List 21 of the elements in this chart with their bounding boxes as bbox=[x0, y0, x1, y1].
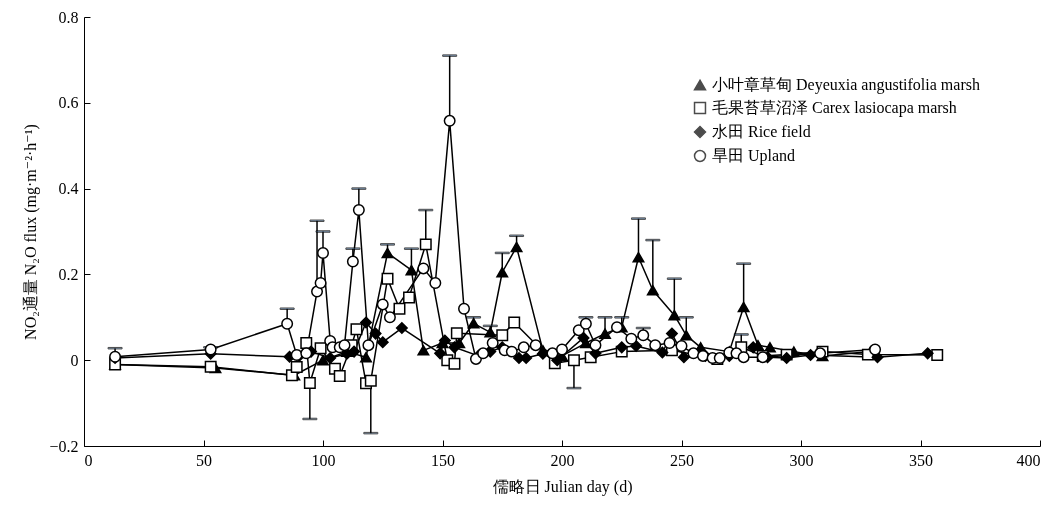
y-tick-label: 0.6 bbox=[58, 94, 79, 112]
x-tick-label: 350 bbox=[909, 451, 933, 469]
y-tick-label: 0 bbox=[70, 351, 79, 369]
x-tick-label: 100 bbox=[311, 451, 336, 469]
x-tick-label: 200 bbox=[550, 451, 575, 469]
y-tick-label: 0.4 bbox=[58, 180, 79, 198]
legend-label: 毛果苔草沼泽 Carex lasiocapa marsh bbox=[712, 99, 957, 117]
legend-label: 旱田 Upland bbox=[712, 147, 796, 165]
legend-label: 小叶章草甸 Deyeuxia angustifolia marsh bbox=[712, 76, 980, 94]
x-tick-label: 150 bbox=[431, 451, 455, 469]
legend-label: 水田 Rice field bbox=[712, 123, 811, 140]
x-tick-label: 50 bbox=[196, 451, 212, 469]
x-tick-label: 250 bbox=[670, 451, 694, 469]
x-tick-label: 300 bbox=[789, 451, 814, 469]
y-axis-title: NO₂通量 N₂O flux (mg·m⁻²·h⁻¹) bbox=[22, 124, 41, 340]
y-tick-label: 0.8 bbox=[58, 8, 79, 26]
x-axis-title: 儒略日 Julian day (d) bbox=[492, 477, 633, 496]
x-tick-label: 0 bbox=[84, 451, 93, 469]
y-tick-label: 0.2 bbox=[58, 265, 79, 283]
y-tick-label: −0.2 bbox=[49, 437, 79, 455]
x-tick-label: 400 bbox=[1016, 451, 1041, 469]
